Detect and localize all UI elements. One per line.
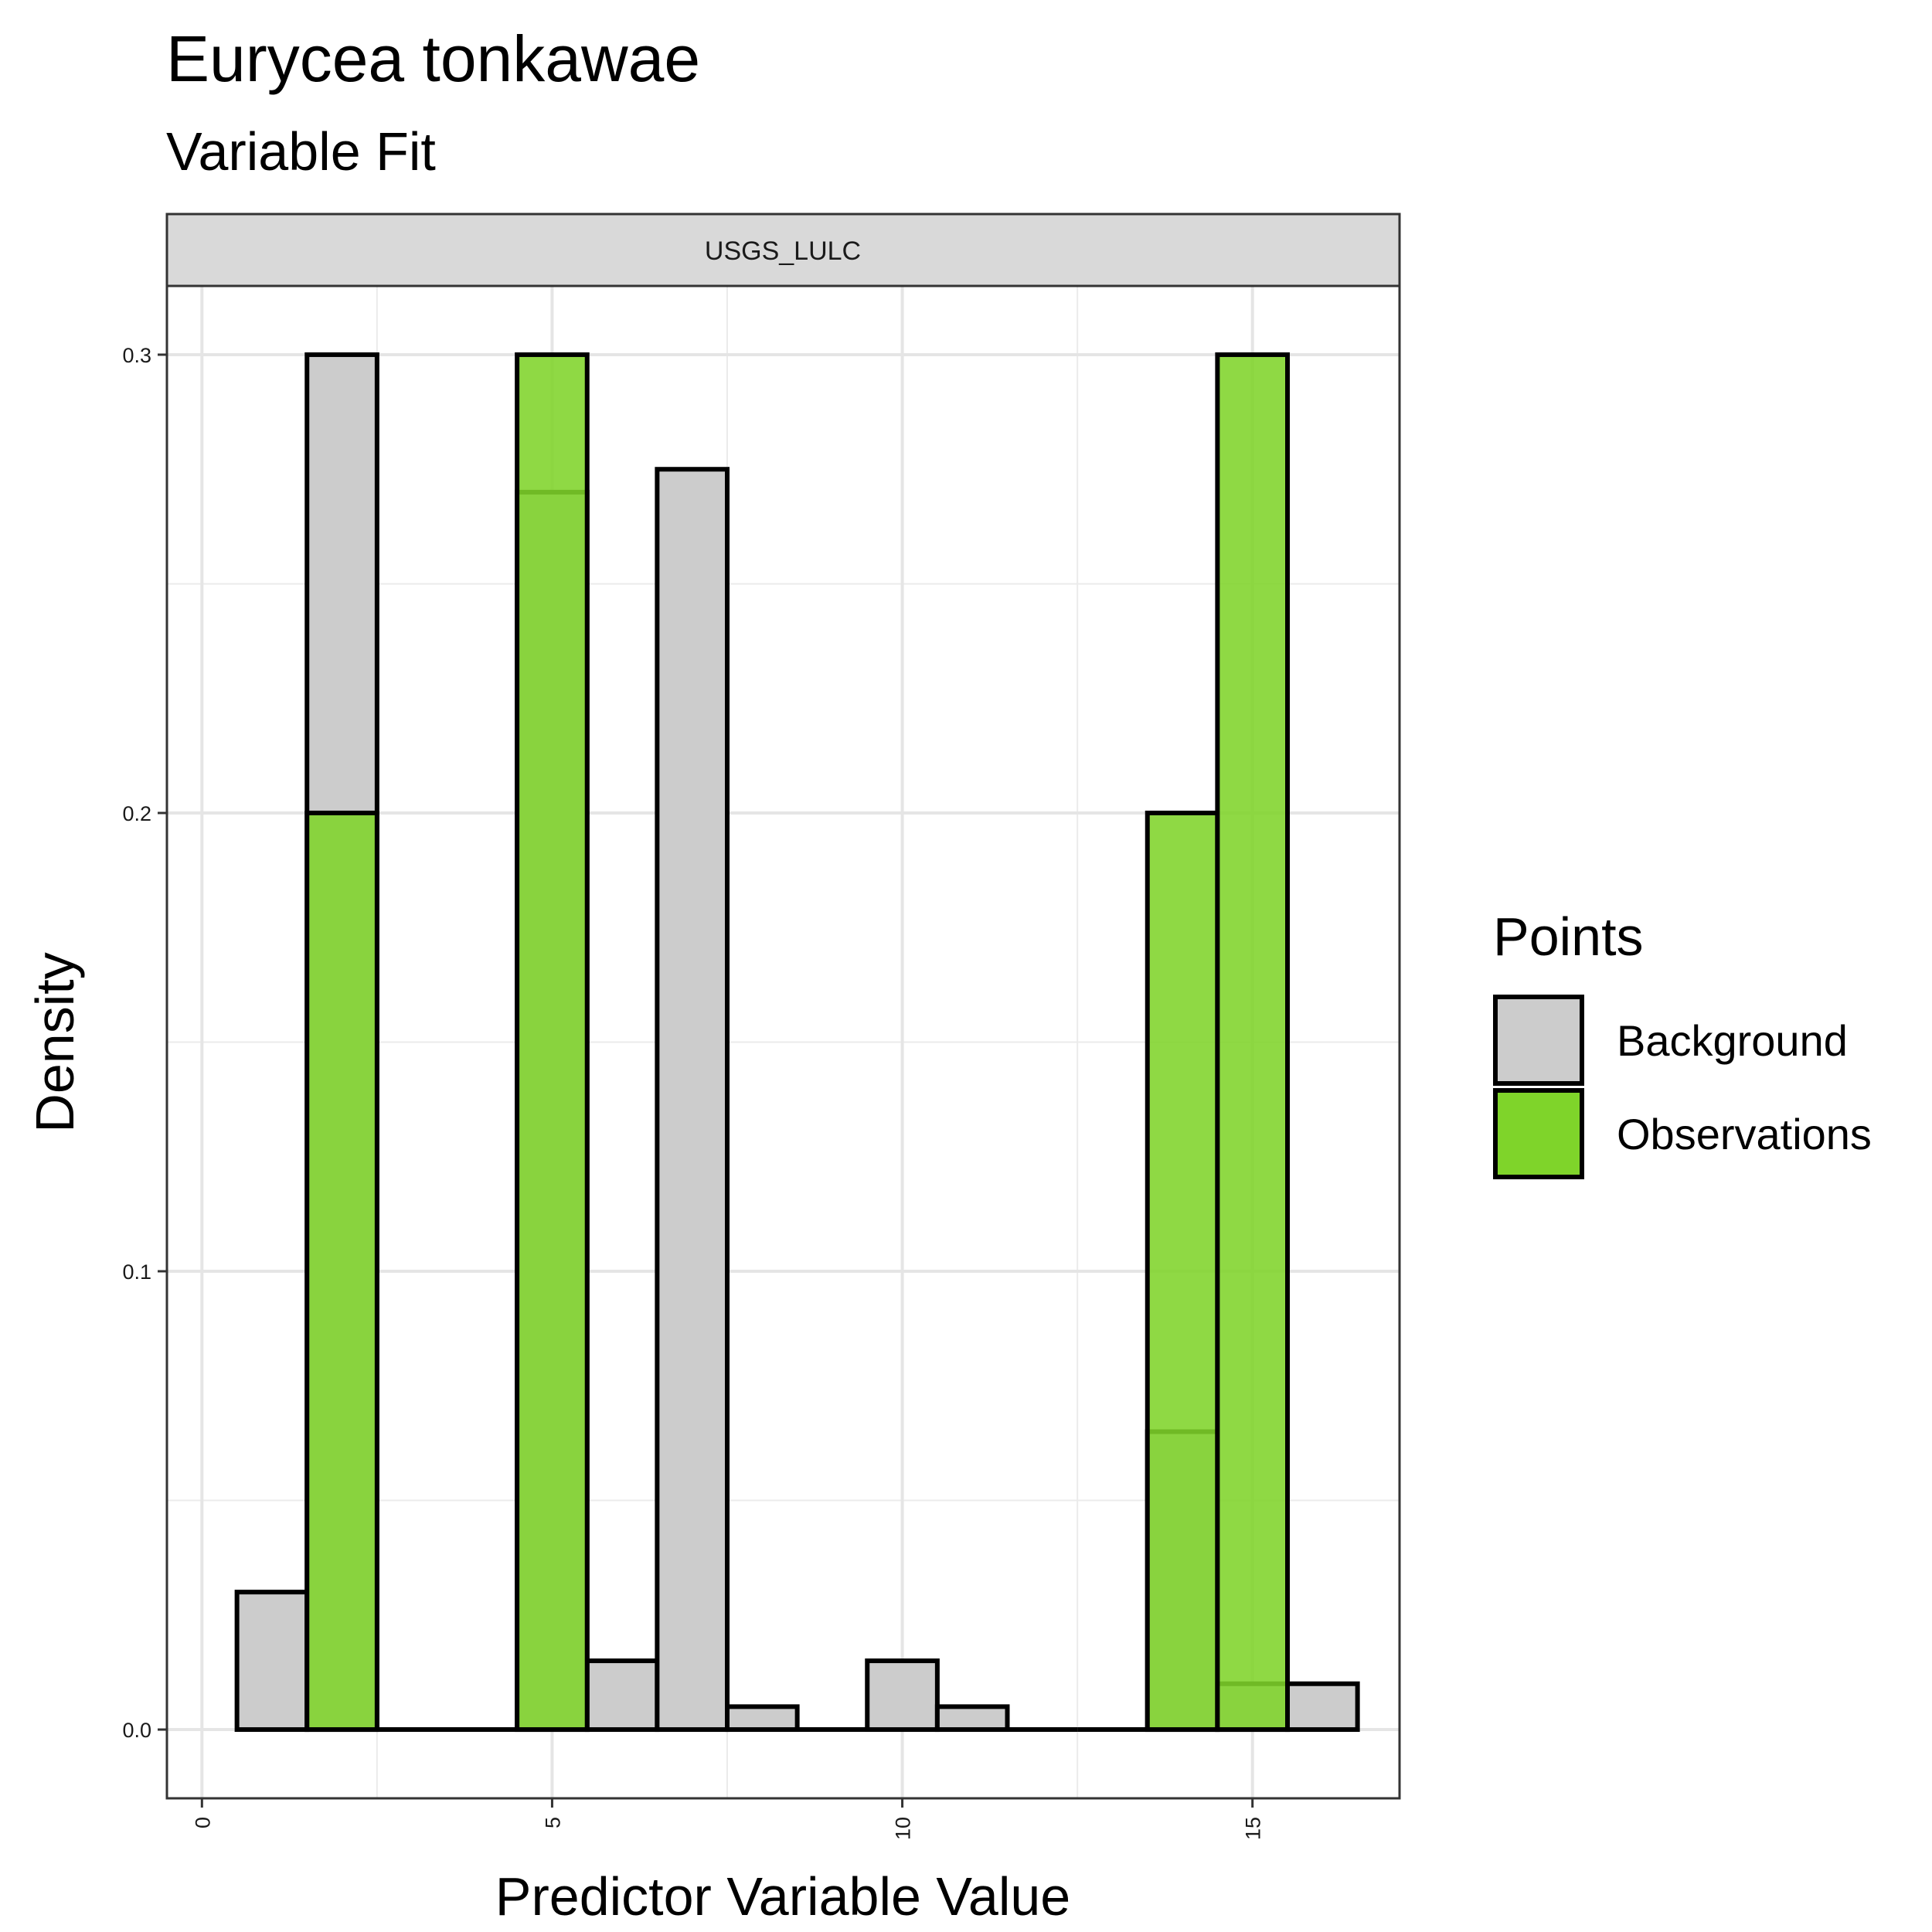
x-tick-label: 10 [892, 1817, 915, 1840]
legend-label-observations: Observations [1617, 1110, 1872, 1158]
facet-strip-label: USGS_LULC [705, 236, 861, 266]
bar [655, 467, 730, 1733]
bar [865, 1658, 940, 1733]
y-tick-label: 0.1 [122, 1260, 151, 1284]
axes: 0 5 10 15 0.0 0.1 0.2 0.3 [122, 344, 1264, 1840]
legend: Points Background Observations [1493, 906, 1872, 1179]
bar [584, 1658, 660, 1733]
plot-border [165, 284, 1401, 1800]
bar [304, 810, 379, 1733]
chart-subtitle: Variable Fit [166, 121, 436, 182]
y-axis-title: Density [25, 952, 85, 1132]
bar [1285, 1681, 1360, 1733]
bar [515, 352, 590, 1733]
legend-title: Points [1493, 906, 1644, 967]
y-tick-label: 0.0 [122, 1719, 151, 1742]
bar [234, 1590, 310, 1733]
x-axis-title: Predictor Variable Value [495, 1866, 1070, 1927]
bars [234, 352, 1360, 1733]
bar [1145, 810, 1220, 1733]
chart-title: Eurycea tonkawae [166, 22, 700, 95]
legend-key-background [1493, 995, 1584, 1086]
legend-key-observations [1493, 1088, 1584, 1179]
bar [934, 1704, 1010, 1733]
y-tick-label: 0.3 [122, 344, 151, 367]
legend-label-background: Background [1617, 1016, 1848, 1065]
series-observations [304, 352, 1290, 1733]
y-tick-label: 0.2 [122, 802, 151, 825]
x-tick-label: 15 [1242, 1817, 1265, 1840]
x-tick-label: 5 [541, 1817, 564, 1828]
x-tick-label: 0 [191, 1817, 214, 1828]
bar [1215, 352, 1290, 1733]
facet-strip [165, 213, 1401, 287]
bar [725, 1704, 800, 1733]
